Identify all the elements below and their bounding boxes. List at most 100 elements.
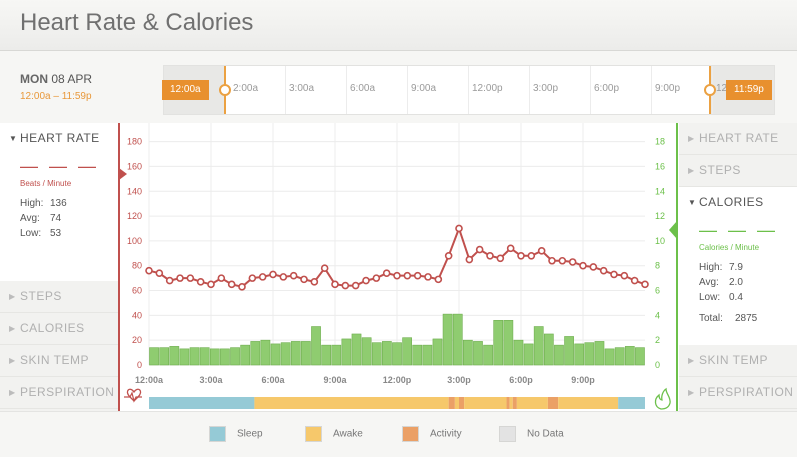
- heart-rate-point: [382, 269, 391, 277]
- calorie-bar: [624, 346, 635, 366]
- stat-label: Total:: [699, 313, 723, 324]
- heart-rate-point: [527, 251, 536, 260]
- x-tick-label: 6:00a: [261, 375, 285, 385]
- calorie-bar: [523, 343, 534, 366]
- sidebar-item-skin-temp[interactable]: ▶ SKIN TEMP: [0, 345, 118, 377]
- pulse-line-icon: [124, 391, 142, 403]
- heart-rate-point: [589, 263, 598, 271]
- sidebar-item-steps[interactable]: ▶ STEPS: [0, 281, 118, 313]
- calorie-bar: [149, 347, 159, 366]
- calorie-bar: [493, 320, 504, 366]
- y-left-tick-label: 140: [127, 186, 142, 196]
- timeline-label: 6:00a: [350, 83, 376, 94]
- caret-right-icon: ▶: [688, 356, 695, 365]
- stat-label: Low:: [20, 228, 42, 239]
- heart-rate-point: [227, 280, 236, 289]
- timeline-tick: [590, 66, 591, 114]
- calorie-bar: [594, 341, 605, 366]
- date-range: 12:00a – 11:59p: [20, 91, 92, 102]
- chart-svg[interactable]: 0 20 40 60 80 100 120 140 160 180 0 2 4 6 8 10 12 14 16 18 1…: [118, 123, 679, 411]
- calorie-bar: [341, 338, 352, 366]
- sidebar-item-perspiration[interactable]: ▶ PERSPIRATION: [679, 377, 797, 409]
- calorie-bar: [392, 342, 402, 366]
- y-left-tick-label: 120: [127, 211, 142, 221]
- heart-rate-point: [506, 244, 515, 253]
- right-metric-sidebar: ▶ HEART RATE ▶ STEPS ▼ CALORIES — — — Calo…: [679, 123, 797, 409]
- calorie-bar: [462, 339, 473, 366]
- legend-label: Activity: [430, 428, 462, 440]
- heart-rate-point: [568, 258, 577, 266]
- heart-rate-point: [165, 276, 174, 285]
- x-tick-label: 3:00p: [447, 375, 471, 385]
- timeline-scrubber[interactable]: 2:00a 3:00a 6:00a 9:00a 12:00p 3:00p 6:0…: [162, 65, 775, 115]
- metric-header[interactable]: ▼ HEART RATE: [9, 123, 118, 154]
- activity-segment-awake: [516, 397, 548, 409]
- sidebar-item-heart-rate[interactable]: ▶ HEART RATE: [679, 123, 797, 155]
- activity-segment-awake: [558, 397, 619, 409]
- calorie-bar: [371, 342, 382, 366]
- heart-rate-point: [630, 276, 639, 285]
- calorie-bar: [290, 341, 301, 366]
- left-metric-sidebar: ▼ HEART RATE — — — Beats / Minute High: 1…: [0, 123, 118, 409]
- right-active-metric-calories[interactable]: ▼ CALORIES — — — Calories / Minute High:…: [679, 187, 797, 345]
- x-tick-label: 12:00p: [383, 375, 412, 385]
- y-left-tick-label: 80: [132, 261, 142, 271]
- timeline-start-tag[interactable]: 12:00a: [162, 80, 209, 100]
- stat-value: 53: [50, 228, 62, 239]
- heart-rate-point: [320, 264, 329, 272]
- calorie-bar: [543, 333, 554, 366]
- metric-header[interactable]: ▼ CALORIES: [688, 187, 797, 218]
- y-left-tick-label: 40: [132, 310, 142, 320]
- heart-rate-point: [579, 261, 587, 270]
- legend-item-activity: Activity: [402, 426, 462, 442]
- y-right-tick-label: 2: [655, 335, 660, 345]
- timeline-start-knob[interactable]: [219, 84, 231, 96]
- metric-unit: Beats / Minute: [20, 179, 72, 188]
- heart-rate-point: [331, 280, 339, 289]
- heart-rate-point: [269, 270, 277, 279]
- heart-rate-calories-chart[interactable]: 0 20 40 60 80 100 120 140 160 180 0 2 4 6 8 10 12 14 16 18 1…: [118, 123, 679, 411]
- x-tick-label: 3:00a: [199, 375, 223, 385]
- caret-down-icon: ▼: [9, 134, 18, 143]
- heart-rate-point: [537, 247, 546, 255]
- x-tick-label: 9:00p: [571, 375, 595, 385]
- sidebar-item-label: STEPS: [699, 163, 741, 177]
- activity-segment-activity: [459, 397, 465, 409]
- y-right-tick-label: 16: [655, 161, 665, 171]
- page-title: Heart Rate & Calories: [20, 9, 254, 36]
- heart-rate-point: [475, 245, 484, 254]
- sidebar-item-calories[interactable]: ▶ CALORIES: [0, 313, 118, 345]
- timeline-end-knob[interactable]: [704, 84, 716, 96]
- sidebar-item-steps[interactable]: ▶ STEPS: [679, 155, 797, 187]
- calorie-bar: [159, 347, 170, 366]
- stat-label: High:: [20, 198, 44, 209]
- legend-label: Awake: [333, 428, 363, 440]
- timeline-end-tag[interactable]: 11:59p: [726, 80, 772, 100]
- right-axis-pointer: [669, 221, 677, 239]
- calorie-bar: [635, 347, 645, 366]
- left-active-metric-heart-rate[interactable]: ▼ HEART RATE — — — Beats / Minute High: 1…: [0, 123, 118, 281]
- calorie-bar: [574, 343, 585, 366]
- heart-rate-point: [486, 251, 494, 260]
- sidebar-item-perspiration[interactable]: ▶ PERSPIRATION: [0, 377, 118, 409]
- legend-swatch: [305, 426, 322, 442]
- heart-rate-point: [641, 280, 649, 289]
- stat-row: Low: 53: [20, 228, 118, 243]
- sidebar-item-skin-temp[interactable]: ▶ SKIN TEMP: [679, 345, 797, 377]
- heart-rate-point: [599, 266, 608, 275]
- heart-rate-point: [258, 273, 267, 281]
- calorie-bar: [432, 338, 443, 366]
- heart-rate-point: [444, 251, 453, 260]
- timeline-tick: [468, 66, 469, 114]
- timeline-tick: [346, 66, 347, 114]
- metric-label: CALORIES: [699, 195, 764, 209]
- heart-rate-point: [351, 281, 360, 290]
- heart-rate-point: [238, 283, 246, 291]
- stat-row: High: 136: [20, 198, 118, 213]
- caret-right-icon: ▶: [688, 134, 695, 143]
- y-right-tick-label: 6: [655, 286, 660, 296]
- left-axis-pointer: [119, 168, 127, 180]
- heart-rate-point: [300, 275, 308, 284]
- legend-swatch: [209, 426, 226, 442]
- stat-row: High: 7.9: [699, 262, 797, 277]
